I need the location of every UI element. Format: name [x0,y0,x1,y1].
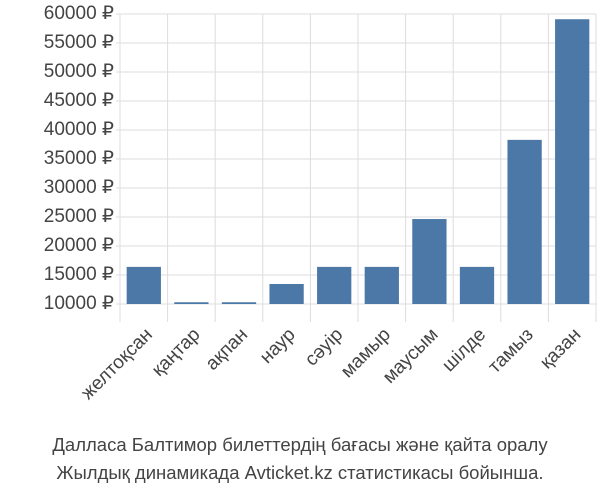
bar [364,266,399,304]
y-tick-label: 50000 ₽ [44,61,114,82]
bar [555,19,590,304]
y-tick-label: 35000 ₽ [44,148,114,169]
bar [459,266,495,304]
x-tick-label: желтоқсан [77,324,157,404]
x-tick-label: ақпан [202,324,252,374]
bar [412,219,447,304]
bar [174,302,209,304]
y-tick-label: 15000 ₽ [44,264,114,285]
y-tick-label: 60000 ₽ [44,3,114,24]
x-tick-label: шілде [438,324,490,376]
caption-line: Далласа Балтимор билеттердің бағасы және… [52,434,548,455]
y-tick-label: 10000 ₽ [44,293,114,314]
y-tick-label: 55000 ₽ [44,32,114,53]
y-tick-label: 25000 ₽ [44,206,114,227]
x-tick-label: қазан [536,324,585,373]
y-tick-label: 20000 ₽ [44,235,114,256]
bar [221,302,257,304]
bar [317,266,352,304]
y-tick-label: 45000 ₽ [44,90,114,111]
bar [507,139,542,304]
x-tick-label: наур [256,324,300,368]
bar [126,266,161,304]
bar [269,283,304,304]
y-tick-label: 40000 ₽ [44,119,114,140]
y-tick-label: 30000 ₽ [44,177,114,198]
caption-line: Жылдық динамикада Avticket.kz статистика… [56,462,543,483]
x-tick-label: тамыз [484,324,537,377]
x-tick-label: қаңтар [148,324,205,381]
